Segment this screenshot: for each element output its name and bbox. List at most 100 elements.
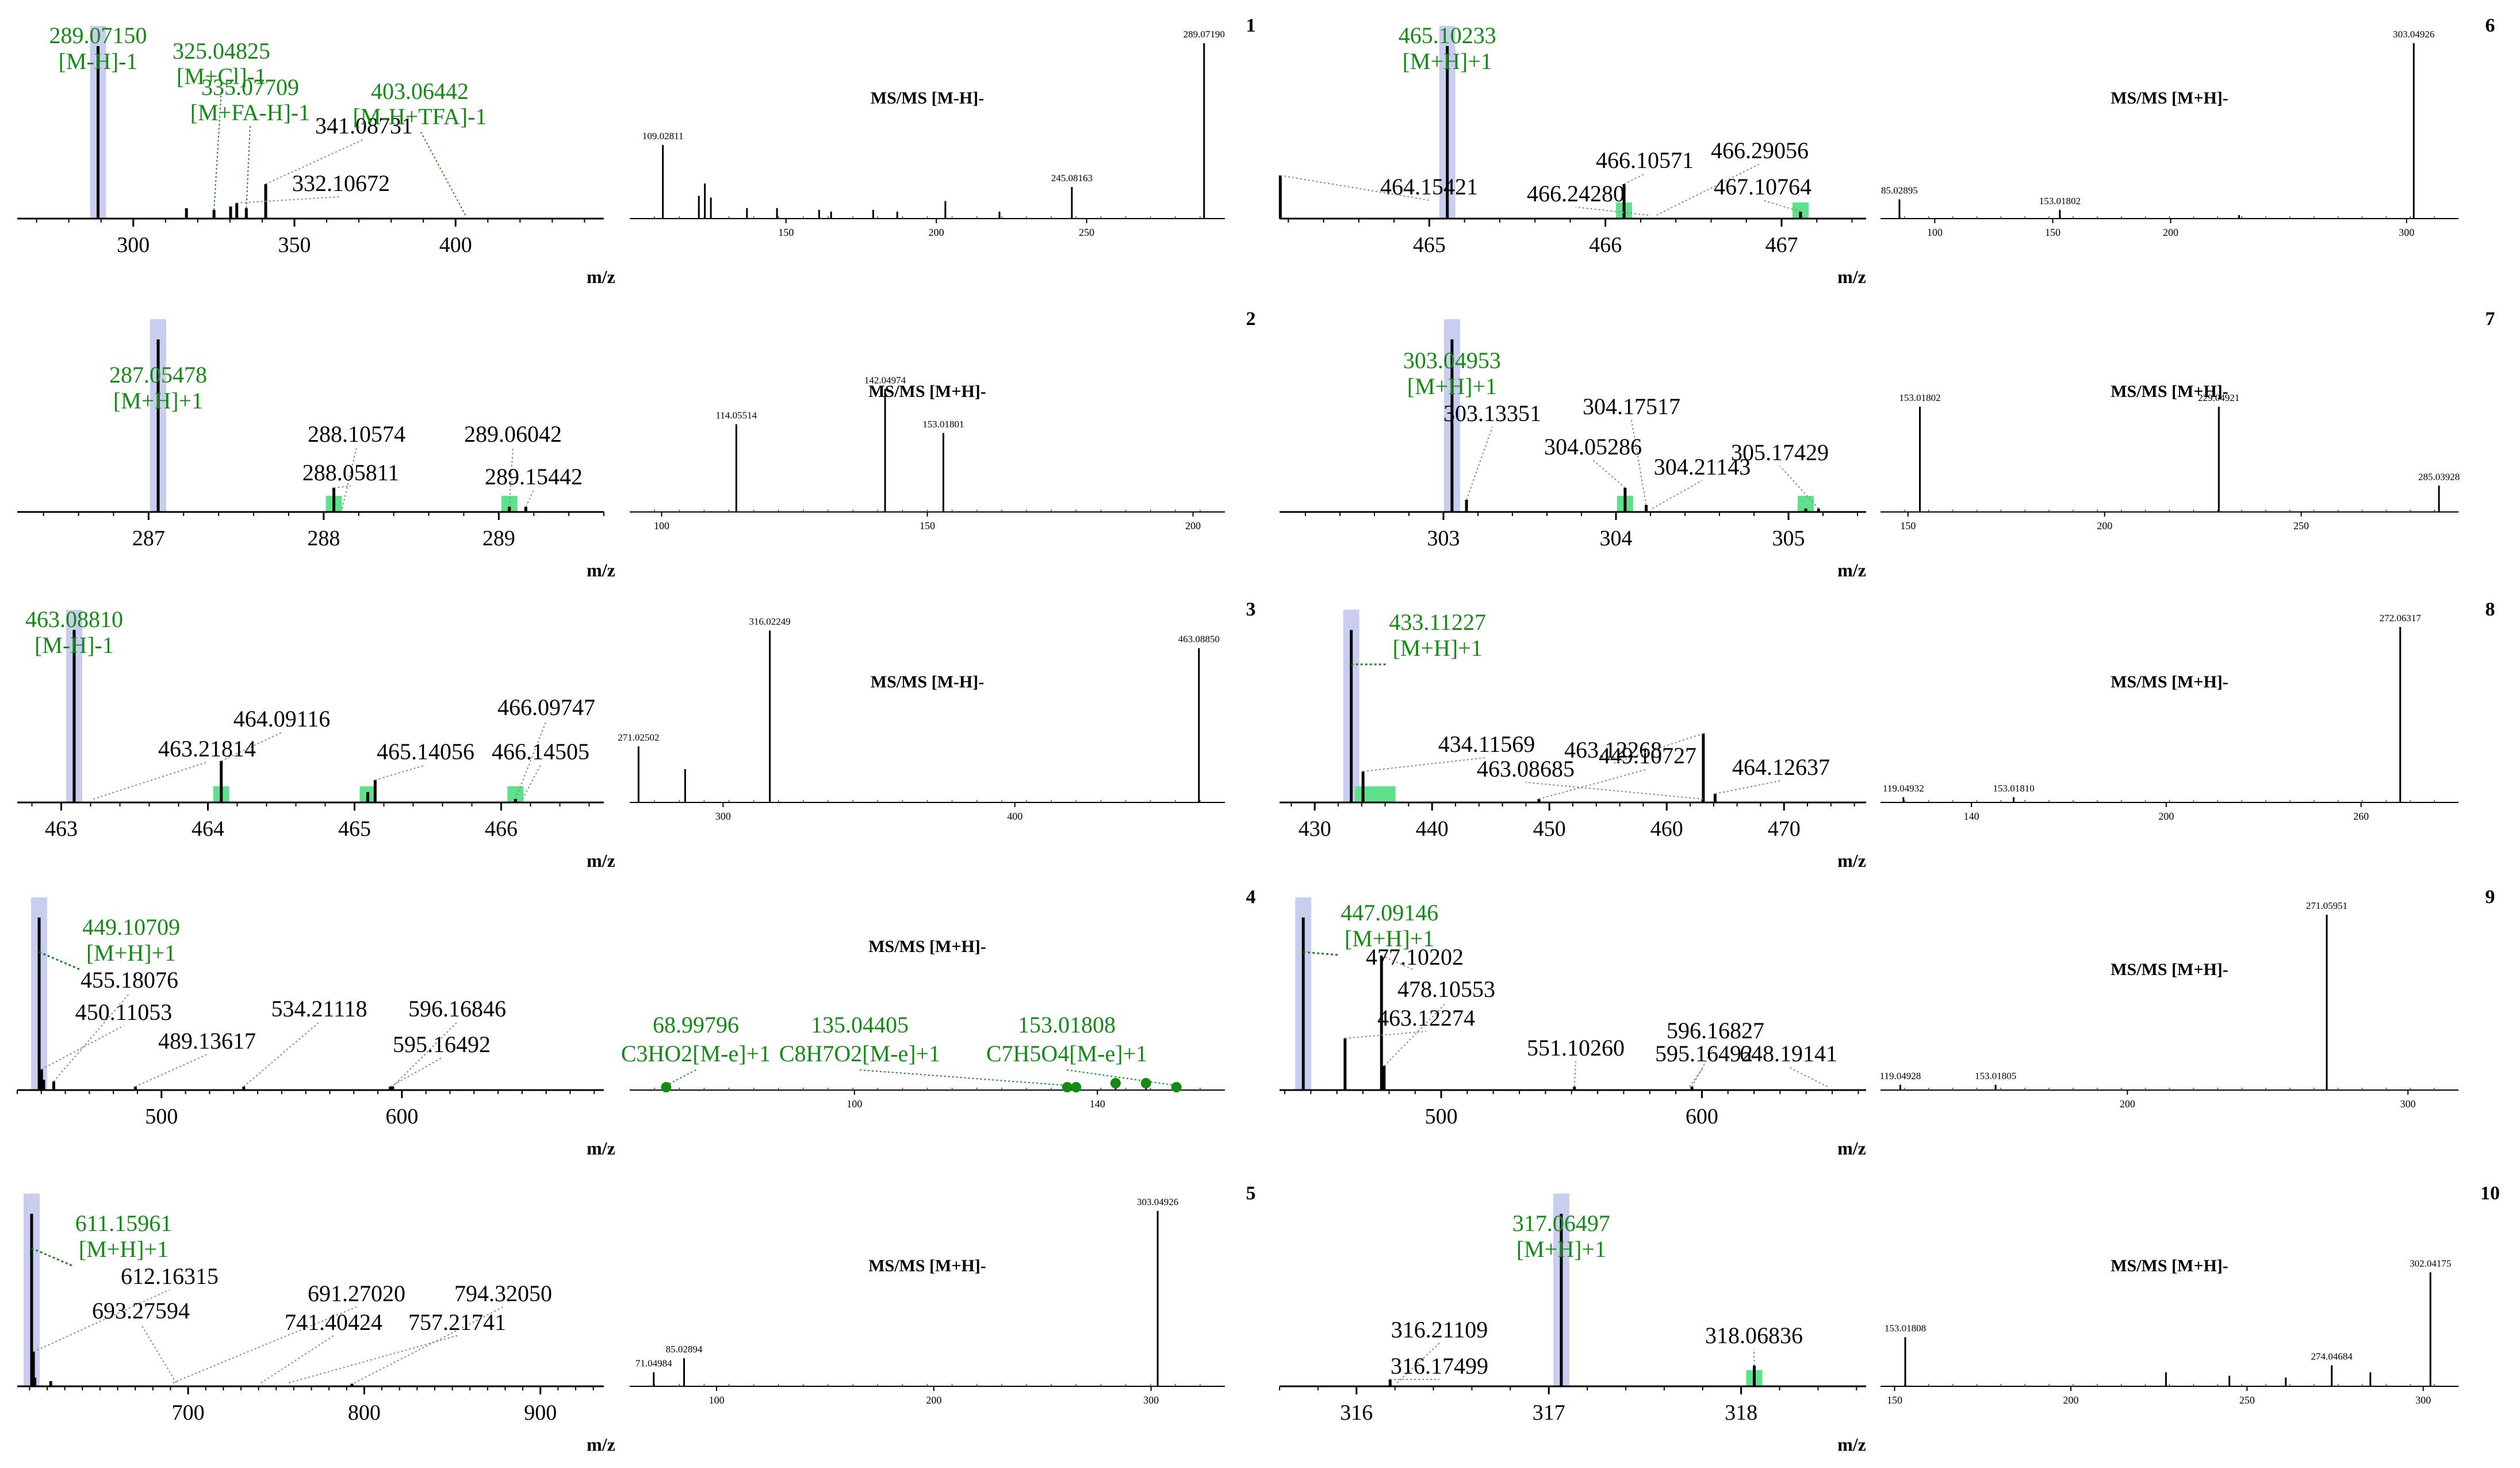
panel-number: 5 (1246, 1183, 1256, 1204)
tick-label: 300 (1143, 1394, 1159, 1406)
tick-label: 100 (847, 1098, 862, 1110)
peak-label-341-08731: 341.08731 (265, 113, 413, 185)
peak-label-304-21143: 304.21143 (1652, 454, 1751, 509)
label-leader (140, 1324, 177, 1383)
msms-title: MS/MS [M+H]- (2111, 672, 2228, 691)
msms-spectrum-5: 100 200 300 71.04984 85.02894 303.04926 MS/MS … (630, 1196, 1225, 1406)
tick-label: 200 (2063, 1394, 2078, 1406)
precursor-ion-label: [M+H]+1 (1407, 373, 1497, 399)
msms-title: MS/MS [M+H]- (2111, 89, 2228, 108)
label-leader (221, 732, 282, 762)
peak-mass-label: 464.12637 (1732, 754, 1830, 780)
peak-label-596-16827: 596.16827 (1667, 1018, 1764, 1087)
peak-mass-label: 341.08731 (315, 113, 413, 139)
label-leader (236, 196, 342, 204)
precursor-mass-label: 289.07150 (49, 22, 147, 48)
fragment-mass: 135.04405 (811, 1012, 909, 1038)
fragment-mass-label: 271.02502 (618, 732, 659, 743)
peak-mass-label: 449.10727 (1599, 743, 1696, 769)
label-leader (41, 1025, 124, 1070)
label-leader (1573, 1061, 1576, 1087)
peak-label-794-3205: 794.32050 (354, 1280, 552, 1383)
peak-label-467-10764: 467.10764 (1714, 174, 1812, 212)
peak-label-466-10571: 466.10571 (1596, 147, 1694, 185)
peak-label-691-2702: 691.27020 (172, 1280, 405, 1383)
precursor-ion-label: [M+H]+1 (79, 1236, 168, 1262)
fragment-dot (1110, 1078, 1121, 1088)
fragment-mass-label: 153.01801 (922, 419, 964, 430)
tick-label: 150 (2045, 227, 2061, 238)
peak-label-466-2428: 466.24280 (1527, 181, 1649, 216)
precursor-ion-label: [M+H]+1 (1516, 1236, 1606, 1262)
fragment-mass-label: 229.04921 (2198, 392, 2239, 403)
fragment-annotation-153-01808: 153.01808 C7H5O4[M-e]+1 (986, 1012, 1182, 1092)
peak-mass-label: 467.10764 (1714, 174, 1812, 200)
label-leader (1363, 757, 1487, 772)
precursor-ion-label: [M-H]-1 (35, 632, 114, 658)
peak-ion-label: [M+Cl]-1 (177, 63, 266, 89)
fragment-mass: 153.01808 (1018, 1012, 1116, 1038)
precursor-ion-label: [M-H]-1 (59, 48, 138, 74)
fragment-mass-label: 289.07190 (1184, 29, 1225, 40)
tick-label: 200 (2097, 520, 2112, 532)
tick-label: 466 (485, 817, 518, 841)
tick-label: 460 (1650, 817, 1683, 841)
precursor-ion-label: [M+H]+1 (1345, 926, 1434, 951)
peak-label-288-05811: 288.05811 (302, 460, 400, 488)
tick-label: 100 (709, 1394, 725, 1406)
label-leader (1396, 1343, 1440, 1383)
peak-label-464-12637: 464.12637 (1715, 754, 1830, 794)
tick-label: 440 (1416, 817, 1449, 841)
tick-label: 300 (715, 811, 731, 822)
peak-label-466-29056: 466.29056 (1656, 137, 1809, 216)
msms-title: MS/MS [M+H]- (868, 382, 986, 401)
peak-label-596-16846: 596.16846 (392, 996, 506, 1087)
peak-label-464-09116: 464.09116 (221, 706, 330, 762)
panel-number: 3 (1246, 599, 1256, 620)
fragment-annotation-68-99796: 68.99796 C3HO2[M-e]+1 (621, 1012, 771, 1092)
peak-label-477-10202: 477.10202 (1366, 944, 1464, 971)
isotope-marker (1379, 786, 1396, 802)
tick-label: 150 (778, 227, 794, 238)
fragment-mass-label: 303.04926 (2393, 29, 2434, 40)
peak-label-595-16492: 595.16492 (390, 1031, 491, 1087)
label-leader (375, 764, 426, 781)
label-leader (289, 1335, 458, 1383)
label-leader (261, 1335, 334, 1383)
leader-line (1303, 951, 1338, 956)
fragment-mass-label: 153.01802 (1899, 392, 1940, 403)
peak-label-463-12274: 463.12274 (1345, 1005, 1475, 1039)
label-leader (53, 993, 130, 1082)
fragment-formula: C8H7O2[M-e]+1 (779, 1041, 940, 1066)
fragment-mass-label: 119.04932 (1883, 783, 1924, 794)
peak-mass-label: 741.40424 (285, 1309, 382, 1335)
peak-mass-label: 596.16846 (408, 996, 506, 1022)
peak-mass-label: 489.13617 (158, 1028, 256, 1054)
label-leader (1715, 780, 1782, 794)
peak-label-305-17429: 305.17429 (1731, 439, 1829, 509)
peak-label-693-27594: 693.27594 (92, 1298, 190, 1383)
label-leader (334, 485, 351, 488)
peak-mass-label: 551.10260 (1527, 1035, 1625, 1061)
msms-title: MS/MS [M+H]- (868, 1256, 986, 1275)
fragment-mass-label: 274.04684 (2311, 1351, 2353, 1362)
tick-label: 350 (278, 233, 311, 257)
peak-mass-label: 466.24280 (1527, 181, 1625, 207)
label-leader (1691, 1043, 1716, 1087)
tick-label: 289 (482, 526, 515, 550)
label-leader (1384, 1002, 1447, 1066)
xaxis-label: m/z (587, 850, 615, 871)
label-leader (1538, 769, 1648, 800)
peak-mass-label: 288.05811 (302, 460, 400, 485)
peak-label-464-15421: 464.15421 (1280, 174, 1478, 201)
fragment-mass-label: 153.01802 (2039, 196, 2081, 207)
xaxis-label: m/z (587, 1434, 615, 1455)
precursor-mass-label: 317.06497 (1512, 1210, 1610, 1236)
label-leader (1652, 480, 1703, 509)
fragment-formula: C3HO2[M-e]+1 (621, 1041, 771, 1066)
tick-label: 140 (1090, 1098, 1105, 1110)
